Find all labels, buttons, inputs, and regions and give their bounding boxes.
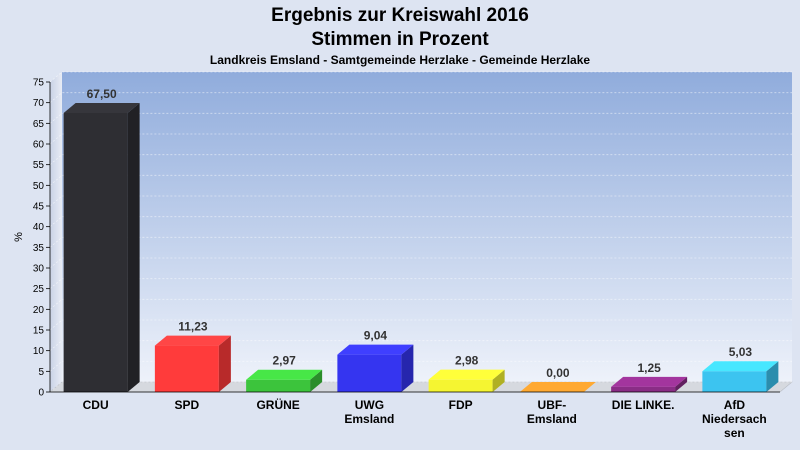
gridline <box>49 278 792 289</box>
bar-side <box>127 103 140 392</box>
x-tick-label: GRÜNE <box>256 397 299 412</box>
bar-front <box>154 345 219 392</box>
chart-subtitle: Landkreis Emsland - Samtgemeinde Herzlak… <box>209 53 591 67</box>
y-tick-label: 55 <box>33 160 45 171</box>
bar-side <box>675 376 688 392</box>
gridline <box>49 154 792 165</box>
plot-frame <box>49 72 793 393</box>
y-tick-label: 25 <box>33 284 45 295</box>
y-tick-label: 40 <box>33 222 45 233</box>
bar-top <box>154 335 231 346</box>
gridline <box>49 340 792 351</box>
y-tick-label: 50 <box>33 181 45 192</box>
chart-title-line2: Stimmen in Prozent <box>311 29 489 50</box>
bar-top <box>63 103 140 113</box>
gridline <box>49 71 792 83</box>
bar-top <box>428 369 505 380</box>
y-tick-label: 10 <box>33 346 45 357</box>
y-tick-label: 75 <box>33 78 45 89</box>
data-label: 2,97 <box>272 354 296 368</box>
y-tick-label: 70 <box>33 98 45 109</box>
gridline <box>49 92 792 103</box>
gridline <box>49 195 792 207</box>
gridline <box>49 360 792 372</box>
data-label: 9,04 <box>364 329 388 343</box>
x-tick-label: SPD <box>175 398 200 412</box>
bar-top <box>519 382 596 392</box>
bar-side <box>766 361 779 392</box>
bar: 11,23 <box>154 320 231 392</box>
x-tick-label: UBF-Emsland <box>527 398 577 426</box>
bar: 67,50 <box>63 87 140 392</box>
bar-side <box>310 369 323 392</box>
gridline <box>49 298 792 310</box>
bar-side <box>218 335 231 392</box>
x-tick-label: AfD Niedersach sen <box>702 398 767 440</box>
y-tick-label: 30 <box>33 264 45 275</box>
bar: 2,97 <box>246 354 323 392</box>
plot-back-wall <box>62 72 792 382</box>
x-tick-label: FDP <box>449 398 473 412</box>
bar: 1,25 <box>611 361 688 392</box>
x-tick-label: CDU <box>83 398 109 412</box>
y-tick-label: 60 <box>33 140 45 151</box>
y-tick-label: 20 <box>33 305 45 316</box>
data-label: 5,03 <box>729 345 753 359</box>
gridline <box>49 174 792 186</box>
y-axis-label: % <box>13 232 25 242</box>
x-axis: CDU SPD GRÜNE UWG Emsland FDP UBF-Emsland DIE L… <box>50 391 780 440</box>
bar-top <box>337 344 414 355</box>
y-tick-label: 5 <box>38 367 44 378</box>
data-label: 0,00 <box>546 366 570 380</box>
data-label: 1,25 <box>637 361 661 375</box>
bar-top <box>246 369 323 380</box>
bars: 67,50 11,23 2,97 9,04 2,98 0,00 1,25 5,03 <box>63 87 779 392</box>
gridlines <box>49 71 792 393</box>
y-axis: 0 5 10 15 20 25 30 35 40 45 50 55 60 65 70 75% <box>13 78 51 399</box>
gridline <box>49 236 792 248</box>
gridline <box>49 133 792 145</box>
chart-title-line1: Ergebnis zur Kreiswahl 2016 <box>271 5 529 26</box>
gridline <box>49 112 792 124</box>
y-tick-label: 15 <box>33 326 45 337</box>
data-label: 67,50 <box>87 87 117 101</box>
data-label: 2,98 <box>455 354 479 368</box>
y-tick-label: 45 <box>33 202 45 213</box>
y-tick-label: 35 <box>33 243 45 254</box>
bar: 5,03 <box>702 345 779 392</box>
plot-side-wall <box>50 72 62 392</box>
bar-front <box>702 371 767 392</box>
gridline <box>49 257 792 269</box>
y-tick-label: 0 <box>38 388 44 399</box>
data-label: 11,23 <box>178 320 208 334</box>
bar-top <box>611 376 688 387</box>
bar: 0,00 <box>519 366 596 392</box>
bar-front <box>611 386 676 392</box>
bar: 9,04 <box>337 329 414 392</box>
bar-top <box>702 361 779 372</box>
bar-front <box>428 379 493 392</box>
bar: 2,98 <box>428 354 505 392</box>
chart-title: Ergebnis zur Kreiswahl 2016 Stimmen in P… <box>0 4 800 52</box>
bar-front <box>63 113 128 392</box>
gridline <box>49 216 792 227</box>
x-tick-label: DIE LINKE. <box>612 398 675 412</box>
gridline <box>49 319 792 331</box>
bar-front <box>337 354 402 392</box>
bar-front <box>246 379 311 392</box>
bar-side <box>401 344 414 392</box>
x-tick-label: UWG Emsland <box>344 398 394 426</box>
bar-side <box>492 369 505 392</box>
y-tick-label: 65 <box>33 119 45 130</box>
gridline <box>49 381 792 393</box>
